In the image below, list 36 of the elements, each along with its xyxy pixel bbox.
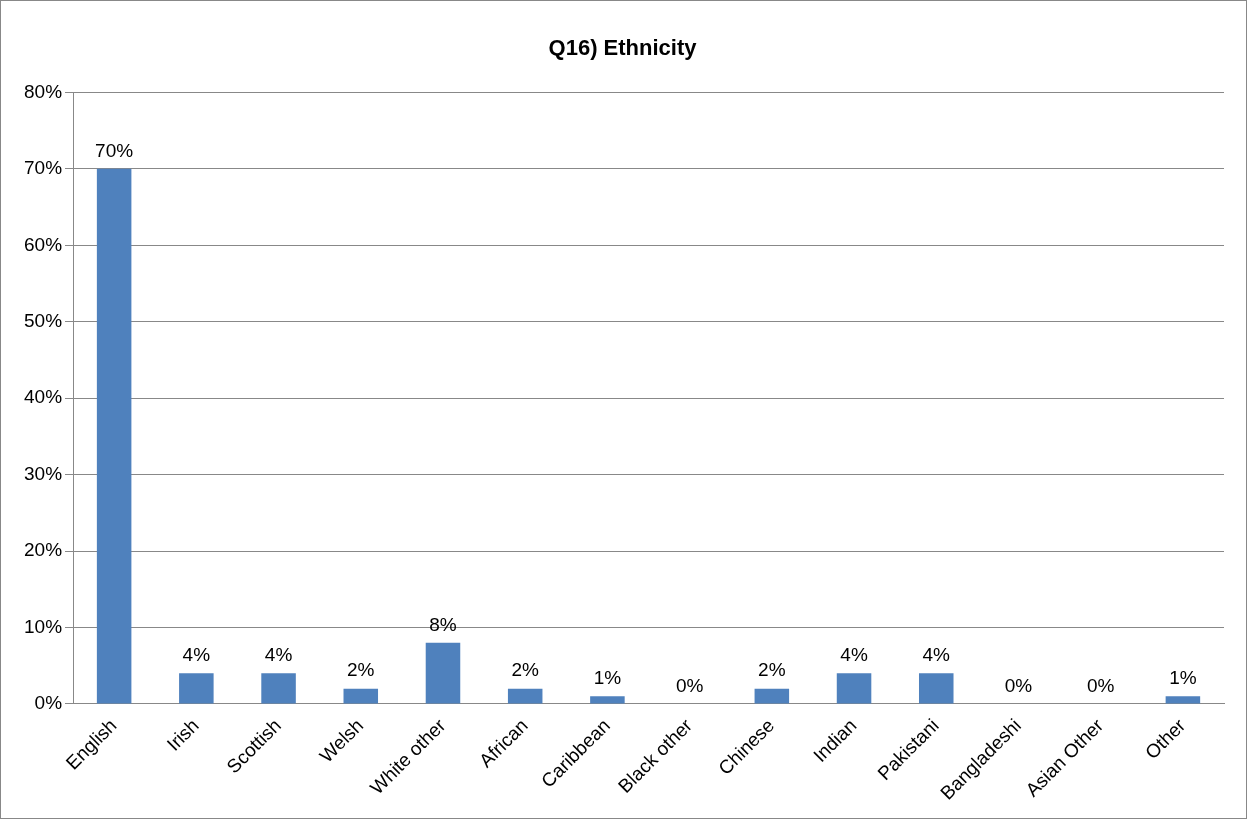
data-label: 2% bbox=[511, 659, 540, 681]
bar bbox=[261, 673, 296, 704]
y-tick-label: 10% bbox=[24, 615, 63, 637]
y-tick-label: 30% bbox=[24, 462, 63, 484]
bar bbox=[179, 673, 214, 704]
data-label: 8% bbox=[429, 613, 457, 635]
bar bbox=[425, 642, 461, 704]
data-label: 4% bbox=[264, 644, 293, 666]
data-label: 4% bbox=[182, 644, 211, 666]
bar bbox=[590, 696, 625, 704]
data-label: 70% bbox=[95, 139, 134, 161]
data-label: 0% bbox=[675, 674, 704, 696]
bar bbox=[96, 168, 132, 704]
y-tick-label: 70% bbox=[24, 157, 63, 179]
chart-title: Q16) Ethnicity bbox=[548, 35, 698, 61]
bar bbox=[507, 688, 543, 704]
data-label: 1% bbox=[1169, 667, 1197, 689]
y-tick-label: 80% bbox=[24, 80, 63, 102]
x-tick-label: Irish bbox=[162, 714, 203, 755]
data-label: 4% bbox=[840, 644, 868, 666]
y-tick-label: 50% bbox=[24, 309, 63, 331]
bar bbox=[343, 688, 379, 704]
data-label: 1% bbox=[593, 667, 622, 689]
data-label: 0% bbox=[1086, 674, 1115, 696]
bar bbox=[754, 688, 790, 704]
data-label: 2% bbox=[347, 659, 375, 681]
data-label: 0% bbox=[1004, 674, 1033, 696]
data-label: 2% bbox=[758, 659, 786, 681]
data-label: 4% bbox=[922, 644, 951, 666]
y-tick-label: 0% bbox=[34, 692, 63, 714]
y-tick-label: 60% bbox=[24, 233, 63, 255]
y-tick-label: 40% bbox=[24, 386, 63, 408]
bar bbox=[1165, 696, 1201, 704]
bar bbox=[836, 673, 872, 704]
bar bbox=[918, 673, 954, 704]
y-tick-label: 20% bbox=[24, 539, 63, 561]
